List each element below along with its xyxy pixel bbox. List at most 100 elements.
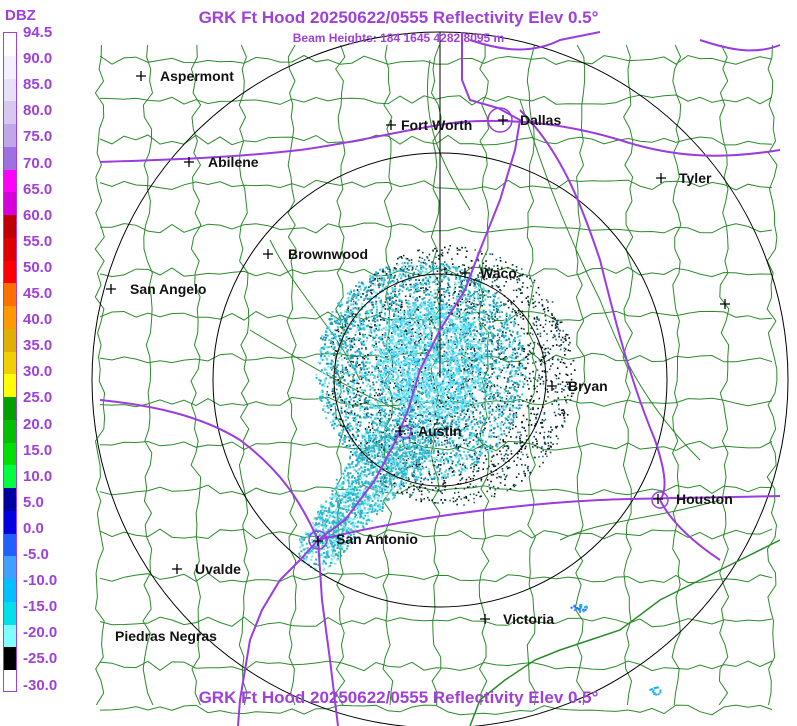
echo-pixel: [545, 450, 547, 453]
echo-pixel: [405, 330, 408, 332]
echo-pixel: [397, 414, 400, 417]
echo-pixel: [565, 339, 567, 342]
echo-pixel: [465, 478, 468, 481]
echo-pixel: [373, 388, 376, 391]
echo-pixel: [562, 330, 564, 332]
echo-pixel: [407, 269, 410, 271]
echo-pixel: [413, 321, 416, 324]
echo-pixel: [432, 249, 434, 252]
echo-pixel: [362, 326, 365, 329]
echo-pixel: [467, 445, 470, 448]
county-line: [100, 222, 773, 234]
echo-pixel: [461, 287, 464, 289]
echo-pixel: [430, 338, 432, 341]
echo-pixel: [340, 332, 343, 334]
echo-pixel: [504, 357, 507, 360]
echo-pixel: [335, 383, 338, 386]
echo-pixel: [366, 325, 369, 328]
echo-pixel: [506, 323, 509, 326]
echo-pixel: [491, 343, 494, 346]
echo-pixel: [418, 414, 420, 416]
echo-pixel: [541, 304, 544, 306]
echo-pixel: [377, 417, 379, 420]
echo-pixel: [420, 267, 422, 269]
echo-pixel: [401, 281, 404, 283]
echo-pixel: [505, 331, 507, 334]
echo-pixel: [450, 428, 452, 430]
echo-pixel: [335, 335, 338, 338]
echo-pixel: [480, 334, 482, 337]
echo-pixel: [438, 470, 441, 472]
echo-pixel: [536, 316, 538, 318]
echo-pixel: [353, 447, 356, 450]
echo-pixel: [421, 357, 424, 360]
echo-pixel: [398, 398, 401, 401]
echo-pixel: [366, 297, 369, 300]
echo-pixel: [466, 384, 469, 387]
echo-pixel: [479, 412, 482, 415]
echo-pixel: [360, 367, 363, 370]
echo-pixel: [567, 394, 569, 397]
county-line: [574, 44, 586, 706]
echo-pixel: [420, 287, 422, 289]
echo-pixel: [344, 428, 347, 431]
echo-pixel: [407, 477, 410, 479]
echo-pixel: [491, 313, 494, 316]
echo-pixel: [315, 373, 318, 376]
echo-pixel: [398, 417, 401, 420]
echo-pixel: [471, 352, 474, 355]
echo-pixel: [343, 401, 346, 403]
echo-pixel: [501, 400, 504, 403]
echo-pixel: [505, 435, 508, 437]
echo-pixel: [488, 407, 491, 410]
echo-pixel: [485, 260, 487, 262]
echo-pixel: [370, 402, 373, 405]
echo-pixel: [565, 333, 567, 336]
echo-pixel: [406, 323, 409, 326]
echo-pixel: [464, 294, 466, 296]
echo-pixel: [347, 403, 350, 406]
echo-pixel: [551, 324, 553, 327]
echo-pixel: [391, 332, 393, 334]
echo-pixel: [509, 403, 512, 406]
echo-pixel: [539, 335, 542, 338]
echo-pixel: [446, 353, 449, 356]
echo-pixel: [483, 408, 486, 411]
echo-pixel: [498, 409, 501, 412]
echo-pixel: [458, 366, 461, 369]
echo-pixel: [440, 347, 442, 350]
echo-pixel: [494, 489, 497, 491]
echo-pixel: [490, 334, 493, 337]
echo-pixel: [433, 475, 436, 478]
echo-pixel: [416, 265, 418, 268]
echo-pixel: [326, 404, 329, 407]
echo-pixel: [335, 416, 337, 419]
echo-pixel: [538, 359, 541, 361]
echo-pixel: [491, 383, 494, 386]
echo-pixel: [416, 428, 419, 431]
echo-pixel: [415, 328, 418, 331]
echo-pixel: [355, 338, 358, 341]
echo-pixel: [447, 371, 450, 374]
echo-pixel: [458, 450, 461, 452]
echo-pixel: [426, 344, 429, 347]
echo-pixel: [507, 399, 510, 402]
echo-pixel: [399, 371, 402, 374]
echo-pixel: [390, 463, 393, 466]
echo-pixel: [509, 371, 512, 374]
echo-pixel: [359, 321, 362, 324]
echo-pixel: [436, 383, 439, 386]
echo-pixel: [507, 454, 509, 456]
echo-pixel: [479, 371, 482, 373]
echo-pixel: [489, 424, 492, 427]
echo-pixel: [513, 324, 515, 327]
echo-pixel: [441, 254, 444, 257]
echo-pixel: [383, 445, 386, 448]
echo-pixel: [442, 474, 445, 477]
echo-pixel: [533, 279, 536, 282]
echo-pixel: [432, 463, 435, 466]
echo-pixel: [411, 433, 413, 435]
echo-pixel: [444, 290, 447, 293]
echo-pixel: [359, 370, 362, 373]
echo-pixel: [334, 375, 337, 378]
